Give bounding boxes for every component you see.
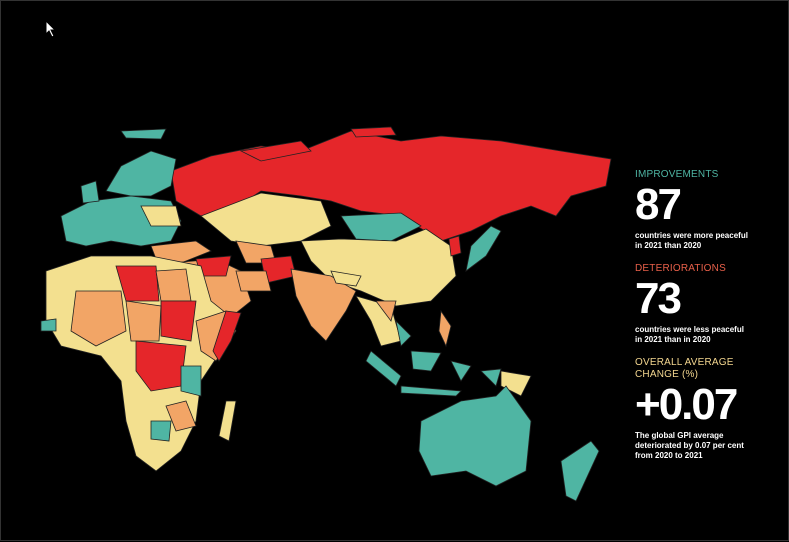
mouse-cursor-icon (45, 20, 57, 38)
region-australia (418, 385, 532, 487)
stat-improvements: IMPROVEMENTS 87 countries were more peac… (635, 169, 785, 251)
stat-value: 87 (635, 180, 682, 229)
stat-overall-change: OVERALL AVERAGE CHANGE (%) +0.07 The glo… (635, 357, 785, 461)
stat-description: countries were less peaceful in 2021 tha… (635, 325, 744, 344)
stat-label: IMPROVEMENTS (635, 169, 719, 180)
region-scandinavia (105, 150, 177, 197)
stat-label: DETERIORATIONS (635, 263, 726, 274)
stat-value: 73 (635, 274, 682, 323)
stat-description: countries were more peaceful in 2021 tha… (635, 231, 748, 250)
stats-panel: IMPROVEMENTS 87 countries were more peac… (635, 169, 785, 461)
world-map (40, 126, 612, 502)
stat-value: +0.07 (635, 380, 738, 429)
stat-deteriorations: DETERIORATIONS 73 countries were less pe… (635, 263, 785, 345)
stat-label: OVERALL AVERAGE CHANGE (%) (635, 357, 734, 380)
stat-description: The global GPI average deteriorated by 0… (635, 431, 744, 460)
region-mongolia (340, 212, 422, 242)
